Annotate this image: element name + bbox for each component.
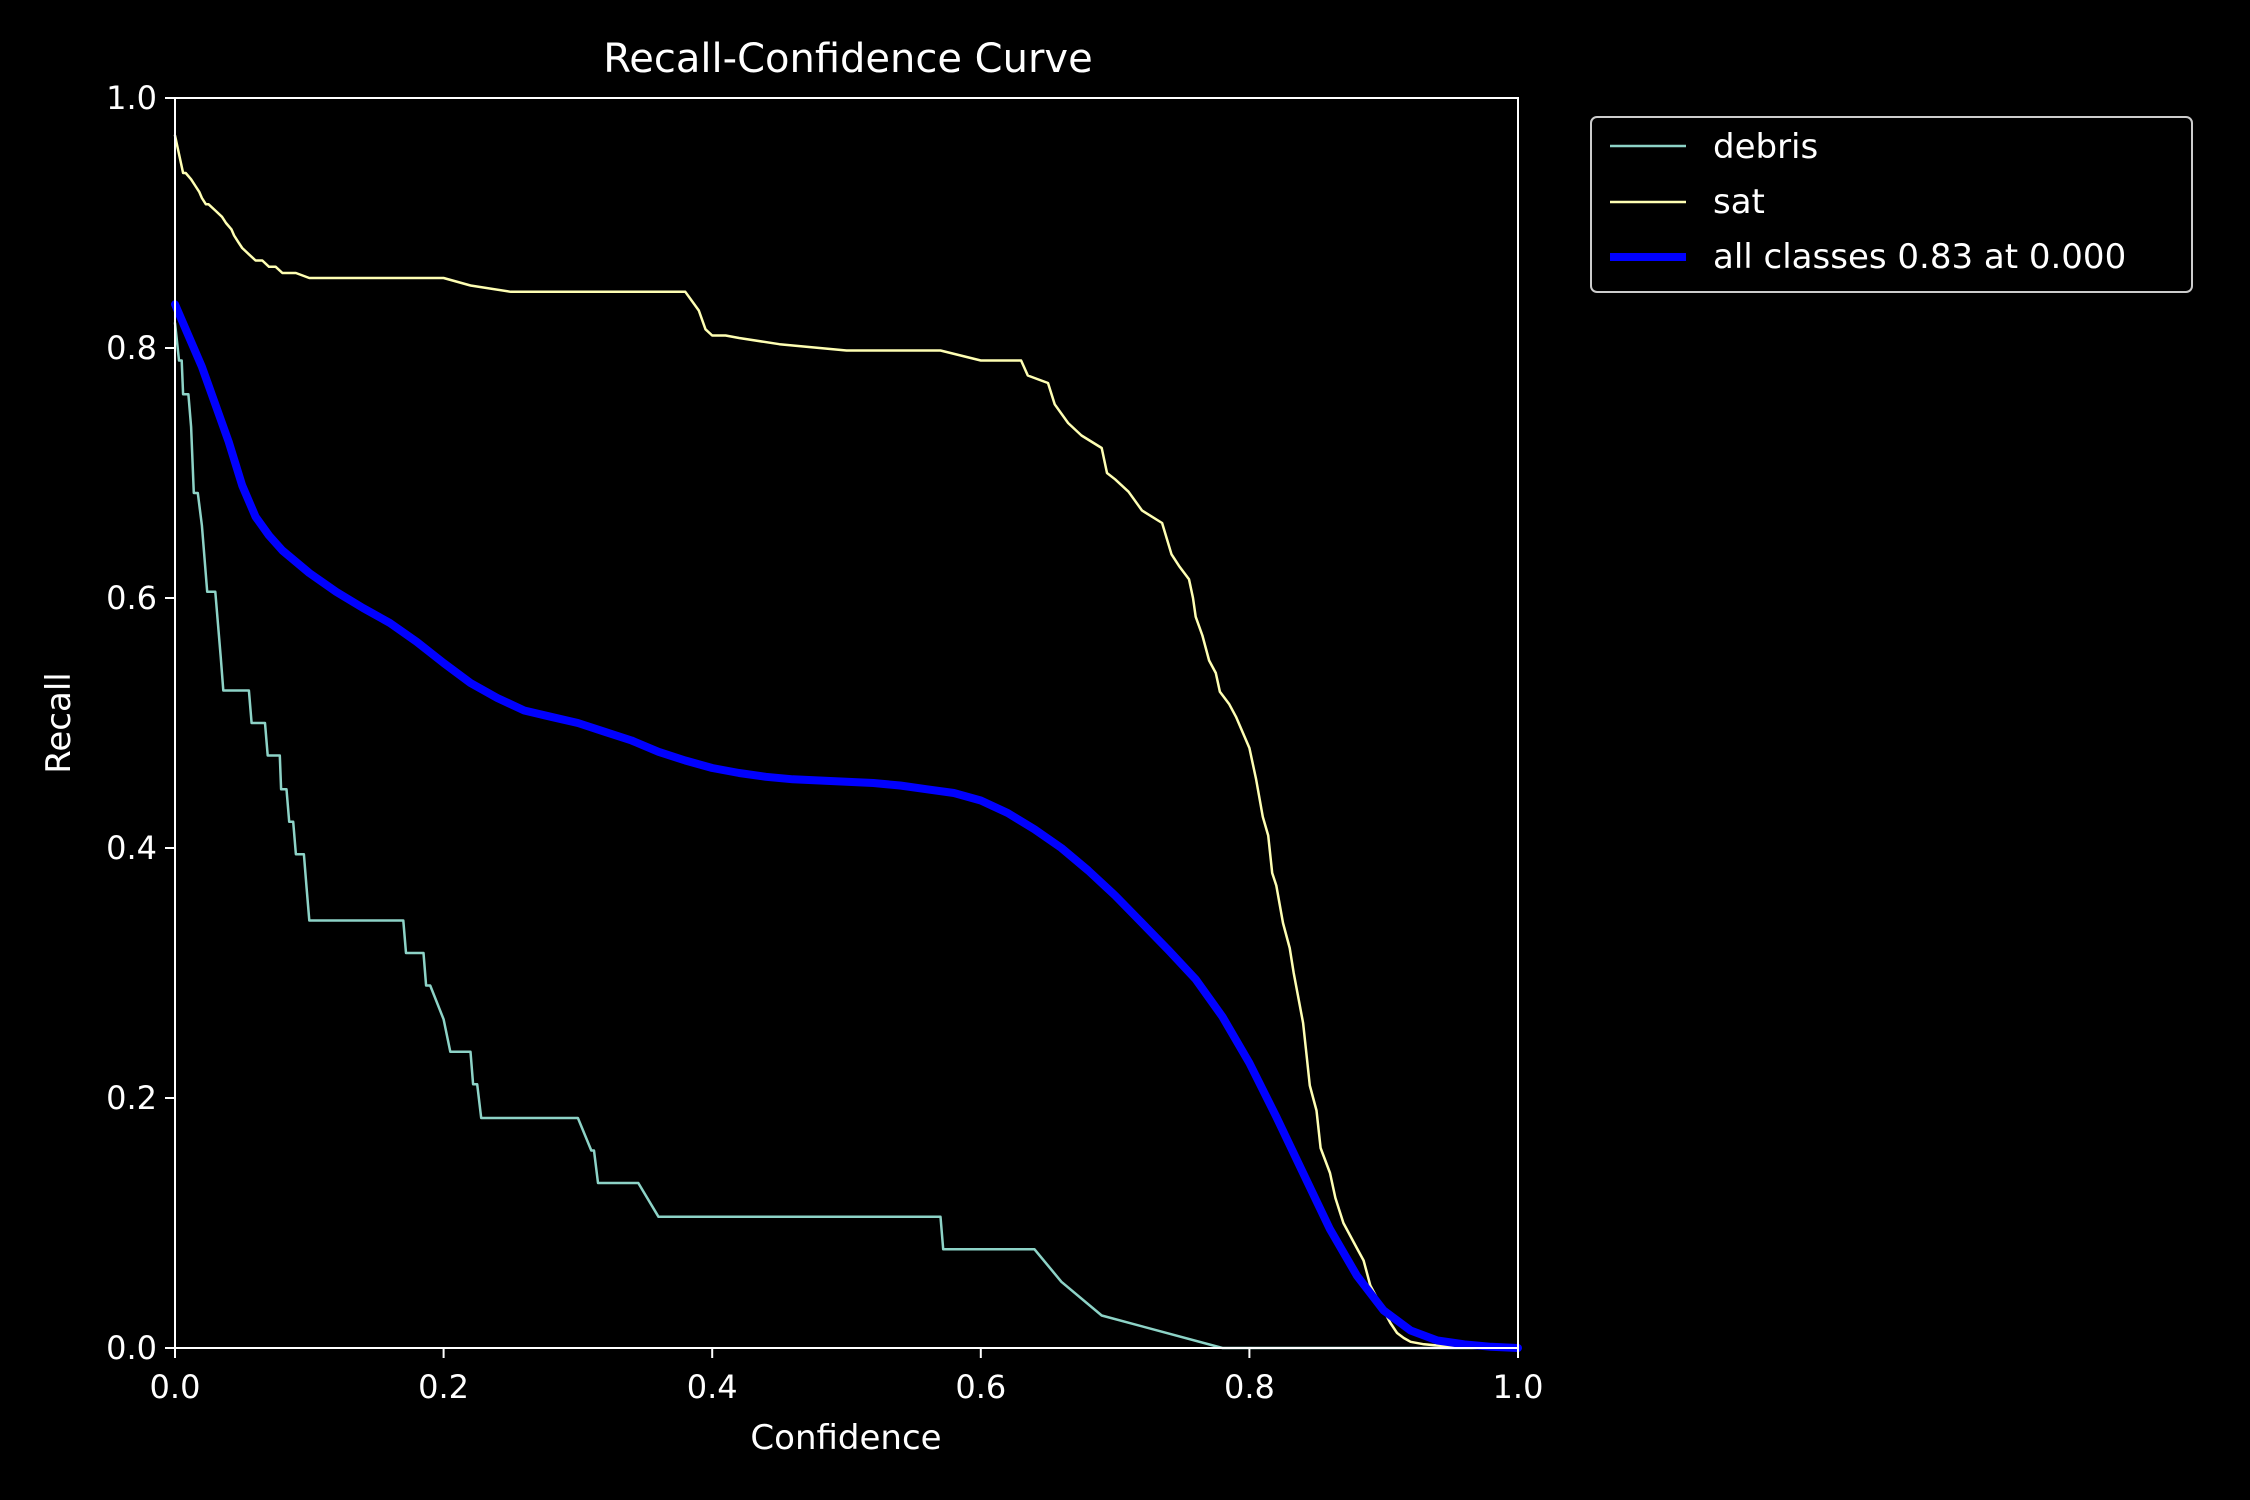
y-tick-label: 0.4 <box>106 829 157 867</box>
legend-label-debris: debris <box>1713 127 1818 167</box>
y-tick-label: 1.0 <box>106 79 157 117</box>
legend: debris sat all classes 0.83 at 0.000 <box>1590 116 2193 293</box>
series-line-all-classes <box>171 300 1522 1352</box>
x-tick-label: 0.6 <box>955 1368 1006 1406</box>
y-axis-label: Recall <box>39 672 79 773</box>
x-axis-label: Confidence <box>750 1418 941 1458</box>
y-tick-label: 0.0 <box>106 1329 157 1367</box>
series-layer <box>171 134 1522 1352</box>
series-line-debris <box>173 321 1520 1350</box>
y-tick-label: 0.6 <box>106 579 157 617</box>
legend-box <box>1590 116 2193 293</box>
x-tick-label: 0.0 <box>150 1368 201 1406</box>
x-tick-label: 1.0 <box>1493 1368 1544 1406</box>
tick-layer: 0.0 0.2 0.4 0.6 0.8 1.0 0.0 0.2 0.4 0.6 0.8 1.0 <box>106 79 1543 1406</box>
chart-title: Recall-Confidence Curve <box>603 36 1092 82</box>
y-tick-label: 0.2 <box>106 1079 157 1117</box>
x-tick-label: 0.4 <box>687 1368 738 1406</box>
series-line-sat <box>173 134 1520 1350</box>
plot-frame <box>174 97 1519 1349</box>
x-tick-label: 0.8 <box>1224 1368 1275 1406</box>
x-tick-label: 0.2 <box>418 1368 469 1406</box>
legend-label-all-classes: all classes 0.83 at 0.000 <box>1713 237 2126 277</box>
legend-label-sat: sat <box>1713 182 1765 222</box>
y-tick-label: 0.8 <box>106 329 157 367</box>
